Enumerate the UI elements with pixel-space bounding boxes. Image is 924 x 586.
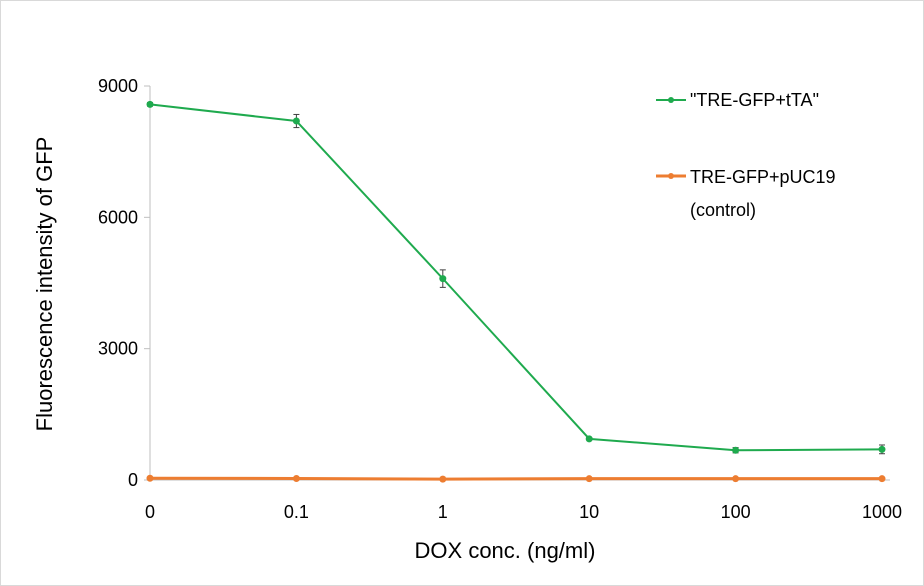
legend-label: "TRE-GFP+tTA" — [690, 90, 819, 110]
data-point — [439, 475, 447, 483]
data-point — [585, 435, 593, 443]
x-tick-label: 1000 — [862, 502, 902, 522]
data-point — [146, 474, 154, 482]
x-tick-label: 0 — [145, 502, 155, 522]
series-line — [149, 476, 882, 481]
legend-label-line-2: (control) — [690, 200, 756, 220]
data-point — [878, 475, 886, 483]
y-tick-label: 0 — [128, 470, 138, 490]
x-tick-label: 0.1 — [284, 502, 309, 522]
y-axis-title: Fluorescence intensity of GFP — [32, 137, 57, 432]
data-point — [732, 475, 740, 483]
legend-item-tre-gfp-tta: "TRE-GFP+tTA" — [656, 90, 819, 110]
axes — [149, 86, 890, 481]
y-tick-labels: 0 3000 6000 9000 — [98, 76, 150, 490]
series-line — [149, 103, 883, 452]
data-point — [292, 474, 300, 482]
series-layer — [146, 100, 886, 483]
series-tre-gfp-puc19 — [146, 474, 886, 483]
y-tick-label: 6000 — [98, 207, 138, 227]
legend-swatch-marker — [668, 173, 674, 179]
legend-label-line-1: TRE-GFP+pUC19 — [690, 167, 836, 187]
y-tick-label: 9000 — [98, 76, 138, 96]
legend-swatch-marker — [668, 97, 674, 103]
data-point — [585, 475, 593, 483]
x-tick-label: 1 — [438, 502, 448, 522]
series-tre-gfp-tta — [146, 100, 886, 455]
legend-item-tre-gfp-puc19: TRE-GFP+pUC19 (control) — [656, 167, 836, 220]
data-point — [146, 100, 154, 108]
data-point — [439, 275, 447, 283]
x-tick-label: 10 — [579, 502, 599, 522]
x-tick-label: 100 — [721, 502, 751, 522]
data-point — [292, 117, 300, 125]
x-axis-title: DOX conc. (ng/ml) — [415, 538, 596, 563]
data-point — [878, 445, 886, 453]
x-tick-labels: 0 0.1 1 10 100 1000 — [145, 502, 902, 522]
y-tick-label: 3000 — [98, 339, 138, 359]
data-point — [732, 446, 740, 454]
legend: "TRE-GFP+tTA" TRE-GFP+pUC19 (control) — [656, 90, 836, 220]
